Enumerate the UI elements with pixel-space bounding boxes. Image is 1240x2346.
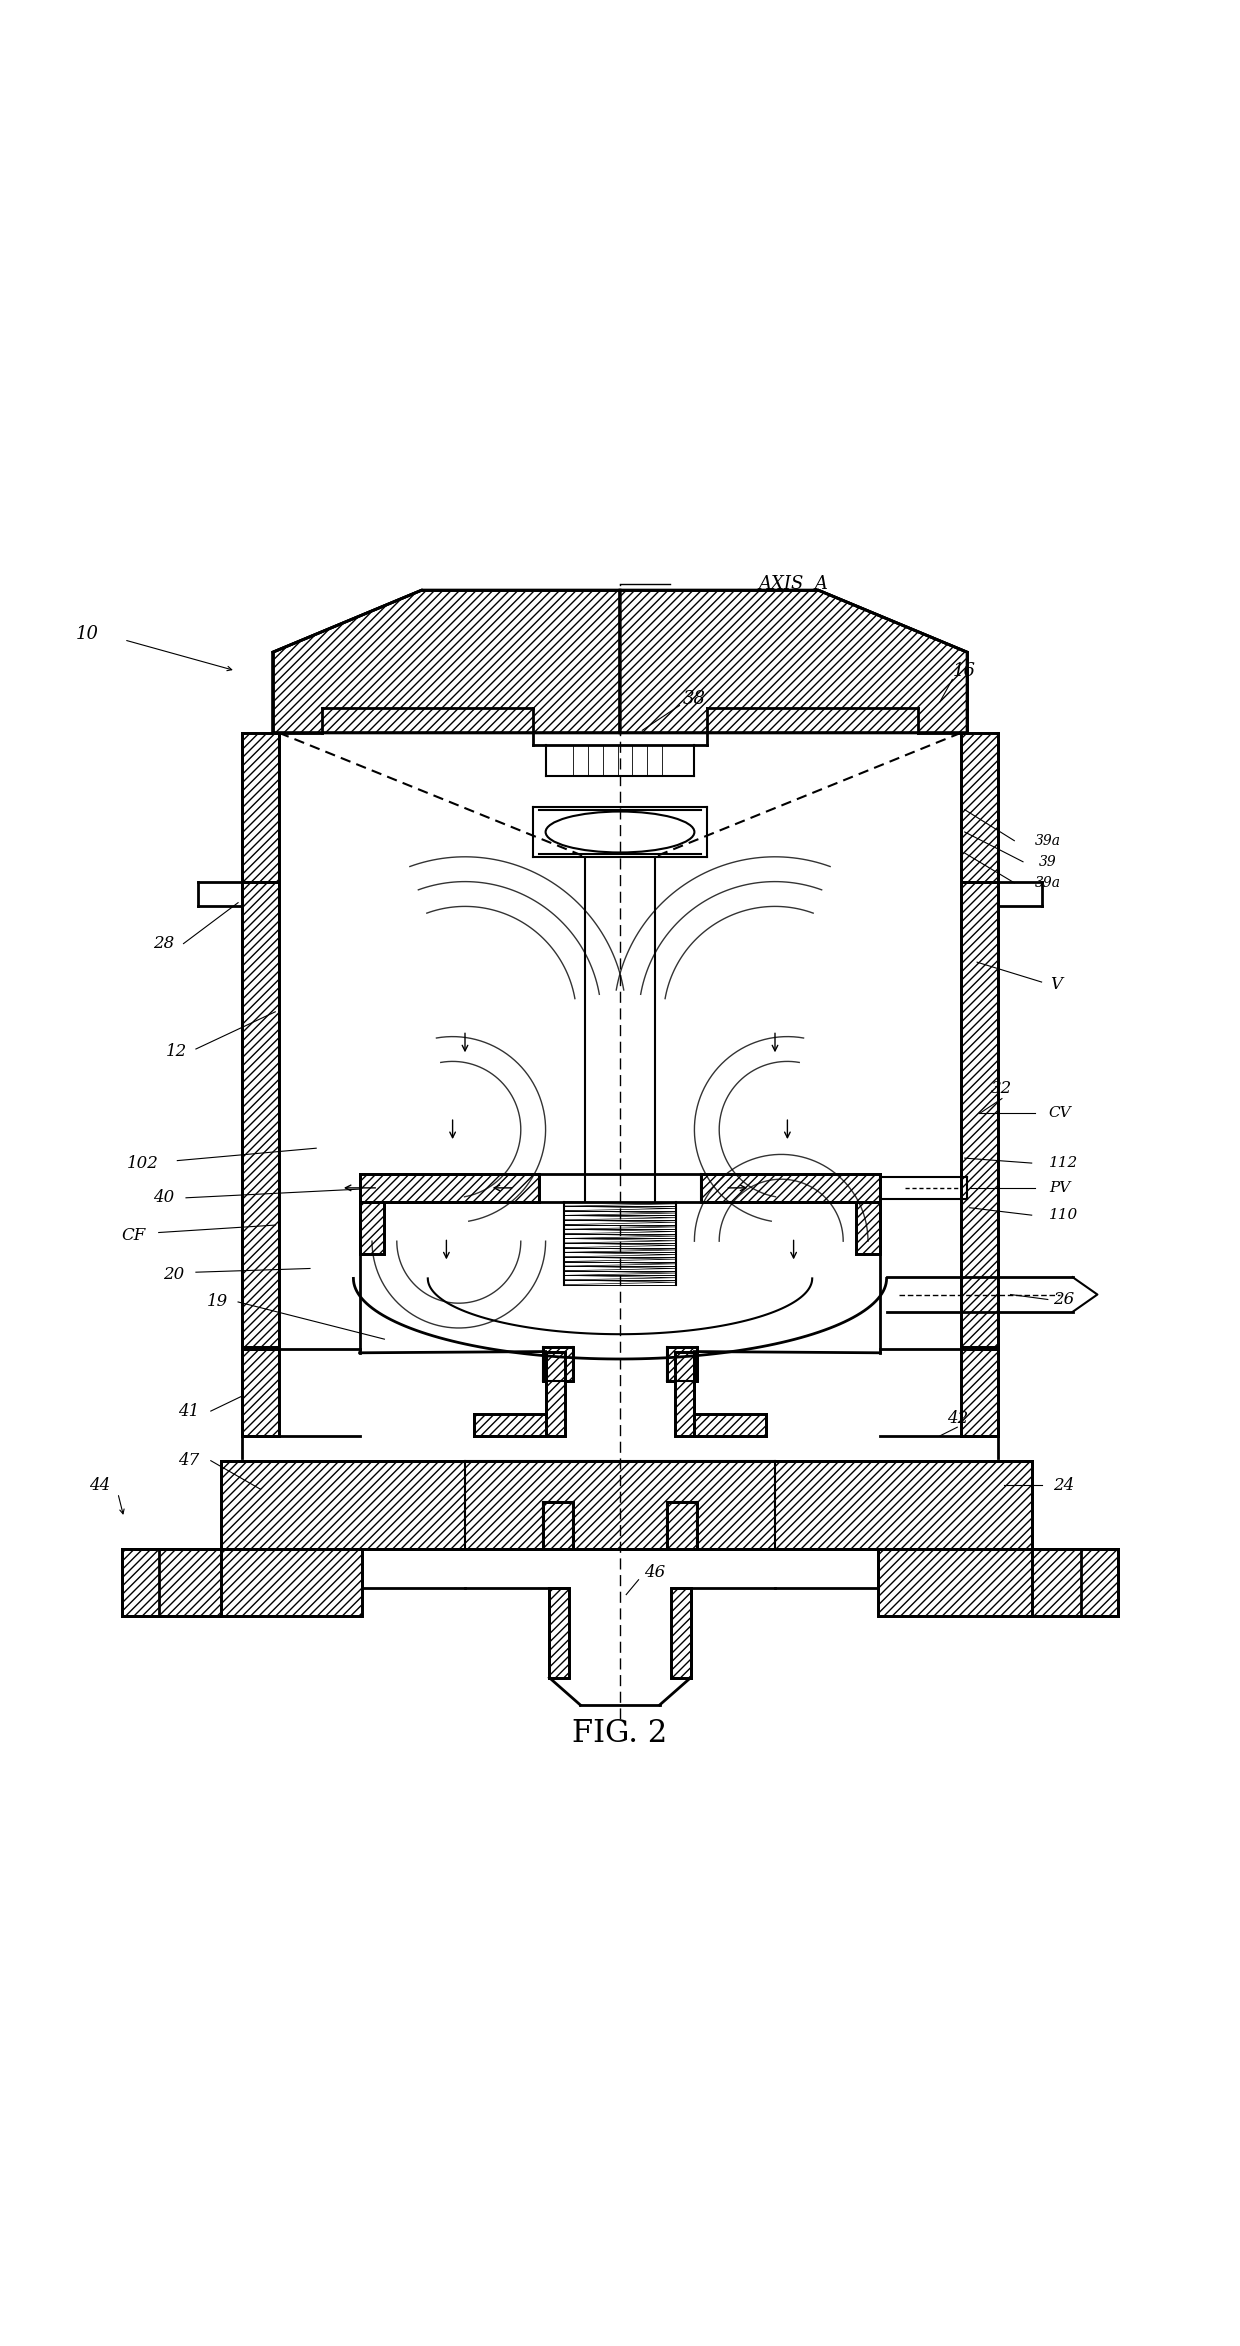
Polygon shape [543, 1347, 573, 1382]
Polygon shape [360, 1201, 384, 1253]
Polygon shape [159, 1548, 362, 1616]
Polygon shape [961, 882, 998, 1347]
Text: V: V [1050, 976, 1063, 992]
Polygon shape [694, 1415, 766, 1436]
Polygon shape [961, 732, 998, 882]
Polygon shape [675, 1351, 694, 1436]
Text: CF: CF [122, 1227, 146, 1243]
Polygon shape [701, 1175, 880, 1201]
Text: 10: 10 [76, 624, 98, 643]
Polygon shape [667, 1347, 697, 1382]
Polygon shape [122, 1548, 221, 1616]
Text: 42: 42 [946, 1410, 968, 1426]
Text: 39a: 39a [1035, 875, 1060, 889]
Text: 20: 20 [162, 1267, 185, 1283]
Text: 12: 12 [165, 1044, 187, 1060]
Text: 41: 41 [177, 1403, 200, 1419]
Polygon shape [856, 1201, 880, 1253]
Polygon shape [273, 591, 620, 732]
Text: CV: CV [1049, 1107, 1071, 1121]
Polygon shape [543, 1501, 573, 1548]
Text: 39a: 39a [1035, 833, 1060, 847]
Polygon shape [878, 1548, 1081, 1616]
Text: PV: PV [1049, 1180, 1071, 1194]
Text: 44: 44 [88, 1478, 110, 1494]
Polygon shape [242, 882, 279, 1347]
Text: 24: 24 [1053, 1478, 1075, 1494]
Text: 32: 32 [991, 1079, 1013, 1098]
Polygon shape [360, 1175, 539, 1201]
Text: AXIS  A: AXIS A [759, 575, 828, 594]
Text: FIG. 2: FIG. 2 [573, 1717, 667, 1750]
Polygon shape [620, 591, 967, 732]
Polygon shape [242, 732, 279, 882]
Polygon shape [961, 1349, 998, 1436]
Polygon shape [474, 1415, 546, 1436]
Text: 112: 112 [1049, 1157, 1079, 1171]
Text: 38: 38 [683, 690, 706, 708]
Polygon shape [221, 1462, 1032, 1548]
Polygon shape [242, 1349, 279, 1436]
Text: 26: 26 [1053, 1290, 1075, 1309]
Text: 16: 16 [954, 662, 976, 680]
Polygon shape [667, 1501, 697, 1548]
Polygon shape [549, 1588, 569, 1677]
Text: 28: 28 [153, 936, 175, 952]
Polygon shape [1032, 1548, 1118, 1616]
Text: 102: 102 [126, 1154, 159, 1171]
Text: 40: 40 [153, 1189, 175, 1206]
Text: 39: 39 [1039, 854, 1056, 868]
Text: 47: 47 [177, 1452, 200, 1469]
Polygon shape [546, 1351, 565, 1436]
Text: 46: 46 [644, 1565, 666, 1581]
Text: 19: 19 [206, 1293, 228, 1311]
Polygon shape [671, 1588, 691, 1677]
Text: 110: 110 [1049, 1208, 1079, 1222]
